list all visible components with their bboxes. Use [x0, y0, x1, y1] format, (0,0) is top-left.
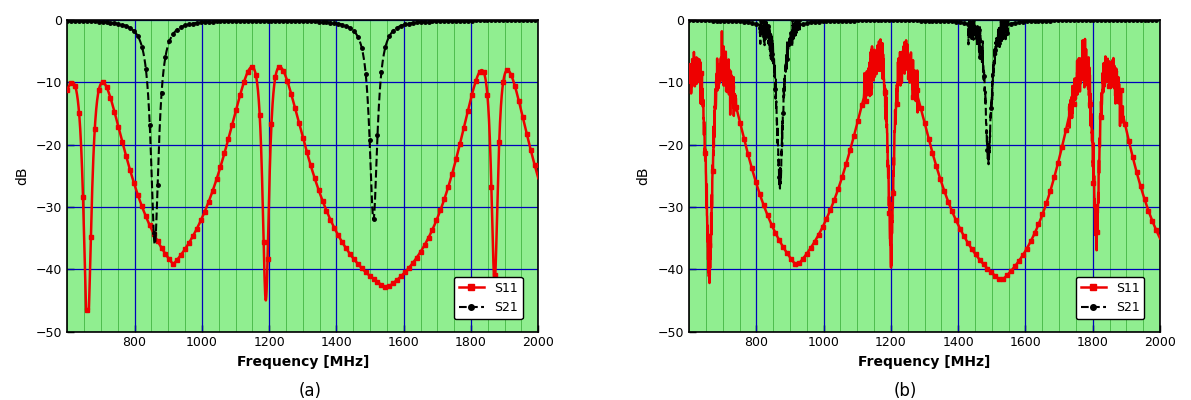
Text: (a): (a) [298, 382, 322, 400]
Y-axis label: dB: dB [637, 166, 650, 185]
Text: (b): (b) [893, 382, 917, 400]
Legend: S11, S21: S11, S21 [1075, 277, 1145, 319]
Legend: S11, S21: S11, S21 [454, 277, 523, 319]
X-axis label: Frequency [MHz]: Frequency [MHz] [237, 355, 369, 369]
Y-axis label: dB: dB [15, 166, 29, 185]
X-axis label: Frequency [MHz]: Frequency [MHz] [859, 355, 991, 369]
